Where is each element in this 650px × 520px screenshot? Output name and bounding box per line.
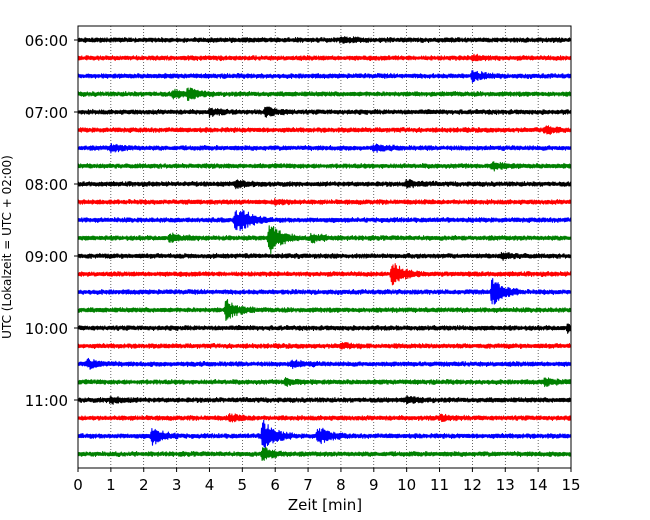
y-tick-label: 09:00 — [25, 248, 68, 266]
y-tick-label: 08:00 — [25, 176, 68, 194]
x-tick-label: 7 — [303, 476, 313, 494]
x-tick-label: 13 — [496, 476, 515, 494]
trace-0630 — [77, 70, 572, 83]
trace-0745 — [77, 161, 572, 172]
trace-0730 — [77, 143, 572, 154]
x-axis-ticks: 0 1 2 3 4 5 6 7 8 9 10 11 12 13 14 15 — [73, 468, 581, 494]
y-tick-label: 06:00 — [25, 32, 68, 50]
trace-0900 — [77, 251, 572, 261]
trace-0600 — [77, 36, 572, 44]
y-tick-label: 10:00 — [25, 320, 68, 338]
trace-0645 — [77, 87, 572, 102]
trace-1115 — [77, 412, 572, 423]
x-tick-label: 9 — [369, 476, 379, 494]
trace-1030 — [77, 357, 572, 370]
trace-0845 — [77, 225, 572, 255]
x-tick-label: 10 — [397, 476, 416, 494]
trace-0915 — [77, 263, 572, 286]
trace-1015 — [77, 342, 572, 350]
trace-1100 — [77, 395, 572, 405]
trace-0700 — [77, 106, 572, 118]
trace-0715 — [77, 125, 572, 136]
x-tick-label: 3 — [172, 476, 182, 494]
trace-0615 — [77, 53, 572, 62]
trace-0930 — [77, 278, 572, 305]
x-tick-label: 2 — [139, 476, 149, 494]
trace-1000 — [77, 323, 572, 334]
trace-0800 — [77, 178, 572, 190]
trace-1130 — [77, 419, 572, 450]
x-tick-label: 8 — [336, 476, 346, 494]
trace-1045 — [77, 377, 572, 388]
trace-0945 — [77, 298, 572, 322]
x-axis-label: Zeit [min] — [288, 496, 362, 514]
y-tick-label: 11:00 — [25, 392, 68, 410]
seismic-traces — [77, 36, 572, 462]
y-axis-label: UTC (Lokalzeit = UTC + 02:00) — [0, 155, 14, 339]
x-tick-label: 4 — [205, 476, 215, 494]
x-tick-label: 1 — [106, 476, 116, 494]
x-tick-label: 15 — [561, 476, 580, 494]
trace-0830 — [77, 210, 572, 232]
trace-0815 — [77, 198, 572, 206]
x-tick-label: 6 — [270, 476, 280, 494]
x-tick-label: 14 — [529, 476, 548, 494]
plot-frame — [77, 25, 572, 469]
y-axis-ticks: 06:00 07:00 08:00 09:00 10:00 11:00 — [25, 32, 78, 410]
x-tick-label: 11 — [430, 476, 449, 494]
y-tick-label: 07:00 — [25, 104, 68, 122]
trace-1145 — [77, 446, 572, 462]
x-tick-label: 0 — [73, 476, 83, 494]
x-tick-label: 12 — [463, 476, 482, 494]
x-tick-label: 5 — [238, 476, 248, 494]
